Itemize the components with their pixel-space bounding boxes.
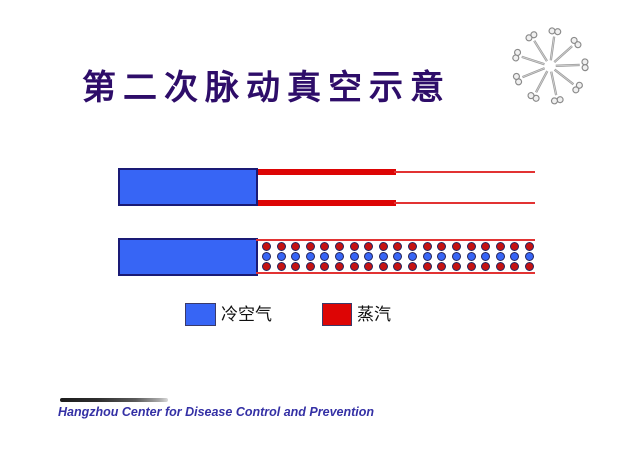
cold-air-dot xyxy=(408,252,418,261)
steam-dot xyxy=(437,262,447,271)
steam-dot xyxy=(276,242,286,251)
steam-dot xyxy=(262,242,271,251)
steam-dot xyxy=(451,262,461,271)
tube1-steam-wall-top xyxy=(258,169,396,175)
steam-dot xyxy=(524,242,534,251)
steam-air-mixture-dots xyxy=(262,242,534,271)
steam-dot xyxy=(422,242,432,251)
legend-steam-swatch xyxy=(322,303,352,326)
tube1-cold-air-block xyxy=(118,168,258,206)
cold-air-dot xyxy=(349,252,359,261)
legend-steam-label: 蒸汽 xyxy=(357,305,391,325)
steam-dot xyxy=(408,242,418,251)
steam-dot xyxy=(349,262,359,271)
cold-air-dot xyxy=(262,252,271,261)
legend-cold-air-swatch xyxy=(185,303,216,326)
steam-dot xyxy=(481,242,491,251)
steam-dot xyxy=(364,242,374,251)
steam-dot xyxy=(305,242,315,251)
cold-air-dot xyxy=(305,252,315,261)
steam-dot xyxy=(335,262,345,271)
steam-dot xyxy=(466,242,476,251)
tube2-wall-line-top xyxy=(256,239,535,241)
dot-row-steam xyxy=(262,242,534,251)
cold-air-dot xyxy=(378,252,388,261)
steam-dot xyxy=(378,262,388,271)
tube2-cold-air-block xyxy=(118,238,258,276)
steam-dot xyxy=(495,242,505,251)
steam-dot xyxy=(481,262,491,271)
cold-air-dot xyxy=(437,252,447,261)
cold-air-dot xyxy=(335,252,345,261)
cold-air-dot xyxy=(291,252,301,261)
steam-dot xyxy=(524,262,534,271)
steam-dot xyxy=(320,242,330,251)
tube2-wall-line-bottom xyxy=(256,272,535,274)
steam-dot xyxy=(291,262,301,271)
steam-dot xyxy=(393,242,403,251)
steam-dot xyxy=(451,242,461,251)
steam-dot xyxy=(408,262,418,271)
steam-dot xyxy=(305,262,315,271)
tube1-wall-line-bottom xyxy=(394,202,535,204)
steam-dot xyxy=(495,262,505,271)
steam-dot xyxy=(510,262,520,271)
steam-dot xyxy=(466,262,476,271)
cold-air-dot xyxy=(524,252,534,261)
steam-dot xyxy=(364,262,374,271)
tube1-wall-line-top xyxy=(394,171,535,173)
steam-dot xyxy=(262,262,271,271)
cold-air-dot xyxy=(276,252,286,261)
steam-dot xyxy=(437,242,447,251)
cold-air-dot xyxy=(422,252,432,261)
cold-air-dot xyxy=(466,252,476,261)
cold-air-dot xyxy=(495,252,505,261)
legend-cold-air-label: 冷空气 xyxy=(221,305,272,325)
cold-air-dot xyxy=(451,252,461,261)
steam-dot xyxy=(335,242,345,251)
cold-air-dot xyxy=(393,252,403,261)
scissors-starburst-icon xyxy=(502,18,598,114)
cold-air-dot xyxy=(510,252,520,261)
steam-dot xyxy=(510,242,520,251)
steam-dot xyxy=(276,262,286,271)
slide-title: 第二次脉动真空示意 xyxy=(82,69,451,107)
cdc-logo-smear xyxy=(60,398,168,402)
footer-organization-name: Hangzhou Center for Disease Control and … xyxy=(58,405,375,419)
cold-air-dot xyxy=(481,252,491,261)
steam-dot xyxy=(291,242,301,251)
steam-dot xyxy=(349,242,359,251)
cold-air-dot xyxy=(364,252,374,261)
dot-row-cold-air xyxy=(262,252,534,261)
steam-dot xyxy=(422,262,432,271)
tube1-steam-wall-bottom xyxy=(258,200,396,206)
steam-dot xyxy=(378,242,388,251)
cold-air-dot xyxy=(320,252,330,261)
steam-dot xyxy=(320,262,330,271)
steam-dot xyxy=(393,262,403,271)
dot-row-steam xyxy=(262,262,534,271)
